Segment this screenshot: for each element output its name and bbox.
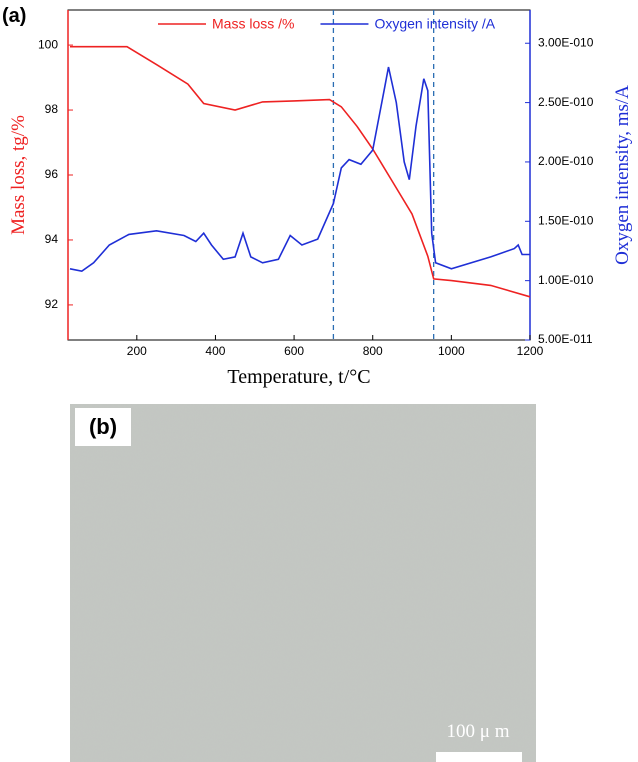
x-tick-label: 1200 xyxy=(517,344,544,358)
x-tick-label: 800 xyxy=(363,344,383,358)
y-tick-label: 94 xyxy=(45,232,59,246)
scale-bar xyxy=(436,752,522,762)
panel-label: (b) xyxy=(89,414,117,439)
series-line xyxy=(69,66,530,273)
y2-tick-label: 1.00E-010 xyxy=(538,273,594,287)
x-tick-label: 200 xyxy=(127,344,147,358)
legend-label: Oxygen intensity /A xyxy=(374,16,495,32)
x-tick-label: 1000 xyxy=(438,344,465,358)
y2-tick-label: 2.00E-010 xyxy=(538,154,594,168)
y2-tick-label: 1.50E-010 xyxy=(538,213,594,227)
micrograph-texture xyxy=(70,404,536,762)
y-tick-label: 98 xyxy=(45,102,59,116)
y2-tick-label: 3.00E-010 xyxy=(538,35,594,49)
micrograph: (b) 100 μ m xyxy=(70,404,536,762)
x-tick-label: 400 xyxy=(205,344,225,358)
scale-bar-label: 100 μ m xyxy=(447,721,510,742)
panel-label-box xyxy=(75,408,131,446)
panel-label: (a) xyxy=(2,5,26,27)
y2-axis-label: Oxygen intensity, ms/A xyxy=(612,85,633,265)
x-tick-label: 600 xyxy=(284,344,304,358)
y2-tick-label: 5.00E-011 xyxy=(538,332,593,346)
legend-label: Mass loss /% xyxy=(212,16,294,32)
x-axis-label: Temperature, t/°C xyxy=(227,366,370,388)
series-line xyxy=(70,45,531,298)
y-tick-label: 100 xyxy=(38,37,58,51)
y2-tick-label: 2.50E-010 xyxy=(538,95,594,109)
y-tick-label: 96 xyxy=(45,167,59,181)
y-tick-label: 92 xyxy=(45,297,59,311)
plot-frame xyxy=(67,9,531,341)
y-axis-label: Mass loss, tg/% xyxy=(8,115,29,235)
